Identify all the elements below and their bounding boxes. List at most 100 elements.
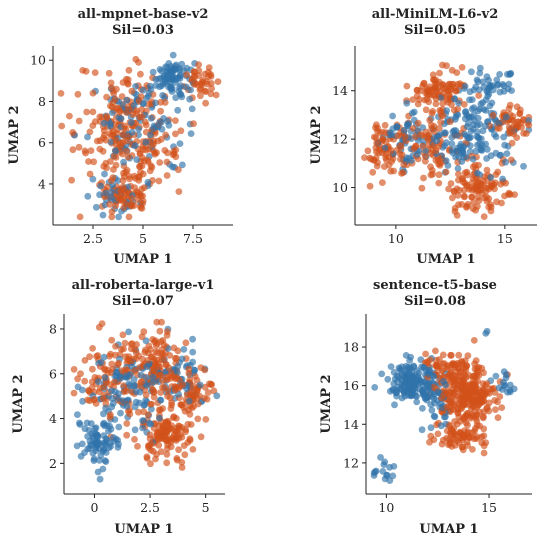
scatter-point-orange <box>417 131 425 139</box>
scatter-point-blue <box>85 427 93 434</box>
scatter-point-orange <box>442 168 450 176</box>
scatter-point-orange <box>141 118 149 126</box>
scatter-point-orange <box>464 352 472 359</box>
scatter-point-orange <box>131 366 139 374</box>
scatter-point-orange <box>480 432 488 440</box>
scatter-points <box>361 61 533 221</box>
y-tick-label: 14 <box>332 83 348 98</box>
scatter-point-blue <box>448 146 456 154</box>
x-tick-label: 5 <box>202 500 210 515</box>
scatter-point-blue <box>459 147 467 155</box>
scatter-point-orange <box>166 352 174 359</box>
scatter-point-blue <box>155 75 163 83</box>
scatter-point-orange <box>133 107 141 115</box>
y-axis-label: UMAP 2 <box>309 105 324 164</box>
scatter-point-orange <box>182 339 190 347</box>
scatter-point-blue <box>147 86 155 93</box>
scatter-point-orange <box>88 378 96 386</box>
scatter-point-orange <box>427 171 435 179</box>
scatter-point-orange <box>86 170 94 178</box>
scatter-point-orange <box>201 394 208 402</box>
scatter-point-orange <box>207 90 215 98</box>
scatter-point-blue <box>430 373 437 380</box>
scatter-point-orange <box>480 392 488 400</box>
y-tick-label: 10 <box>30 53 46 68</box>
scatter-point-orange <box>428 110 436 117</box>
scatter-point-orange <box>181 451 189 459</box>
scatter-point-orange <box>124 76 132 84</box>
scatter-point-orange <box>373 139 381 147</box>
scatter-point-orange <box>370 133 378 141</box>
scatter-point-blue <box>108 188 115 196</box>
scatter-point-orange <box>214 78 222 85</box>
scatter-point-orange <box>132 55 140 63</box>
scatter-point-orange <box>454 368 461 376</box>
scatter-point-orange <box>124 103 132 111</box>
scatter-point-orange <box>507 156 515 164</box>
scatter-point-blue <box>131 426 139 434</box>
scatter-point-blue <box>413 367 421 374</box>
scatter-point-blue <box>388 131 395 139</box>
scatter-point-blue <box>427 424 435 432</box>
x-tick-label: 0 <box>90 500 98 515</box>
scatter-point-blue <box>136 388 144 396</box>
scatter-point-orange <box>139 197 147 205</box>
scatter-point-blue <box>189 358 197 366</box>
scatter-point-orange <box>58 122 66 130</box>
scatter-point-orange <box>137 70 144 78</box>
scatter-point-blue <box>188 105 196 113</box>
scatter-point-orange <box>111 95 119 103</box>
scatter-point-blue <box>149 379 157 386</box>
y-ticks: 4 6 8 10 <box>30 53 53 191</box>
scatter-point-orange <box>414 100 422 108</box>
scatter-point-blue <box>96 191 103 199</box>
scatter-point-blue <box>153 123 161 131</box>
scatter-point-blue <box>107 442 114 450</box>
scatter-point-orange <box>162 131 170 139</box>
scatter-point-orange <box>449 80 457 88</box>
scatter-point-orange <box>183 71 191 79</box>
scatter-point-blue <box>468 68 475 76</box>
scatter-point-orange <box>444 87 451 95</box>
scatter-point-orange <box>491 397 498 404</box>
scatter-point-orange <box>454 192 462 199</box>
scatter-point-orange <box>202 99 210 107</box>
scatter-point-blue <box>133 156 141 164</box>
scatter-point-blue <box>76 419 83 427</box>
scatter-point-orange <box>155 441 163 449</box>
scatter-point-orange <box>364 147 372 155</box>
scatter-point-blue <box>110 434 117 441</box>
scatter-point-orange <box>197 433 205 441</box>
y-tick-label: 6 <box>38 135 46 150</box>
scatter-point-orange <box>128 87 136 95</box>
scatter-point-orange <box>186 435 194 443</box>
scatter-point-orange <box>142 391 150 399</box>
scatter-point-blue <box>506 386 514 394</box>
scatter-point-orange <box>107 79 115 87</box>
scatter-point-blue <box>442 413 449 421</box>
scatter-point-blue <box>89 175 97 183</box>
scatter-point-orange <box>503 118 511 126</box>
scatter-point-orange <box>400 161 408 169</box>
scatter-point-blue <box>152 99 160 107</box>
scatter-point-orange <box>489 111 497 119</box>
scatter-point-orange <box>119 131 127 138</box>
scatter-point-orange <box>492 406 499 413</box>
scatter-point-orange <box>157 371 164 379</box>
panel-subtitle: Sil=0.05 <box>404 23 466 38</box>
scatter-point-orange <box>472 425 479 432</box>
scatter-point-orange <box>463 203 471 210</box>
scatter-point-orange <box>432 76 440 84</box>
y-tick-label: 4 <box>38 176 46 191</box>
scatter-point-blue <box>130 102 138 109</box>
scatter-point-orange <box>93 353 100 360</box>
scatter-point-orange <box>170 344 178 352</box>
scatter-point-blue <box>147 114 155 122</box>
scatter-point-blue <box>409 109 416 117</box>
scatter-point-orange <box>443 363 451 371</box>
scatter-point-orange <box>120 204 128 212</box>
scatter-point-blue <box>505 80 513 88</box>
y-axis-label: UMAP 2 <box>11 374 26 433</box>
scatter-point-blue <box>428 406 436 414</box>
scatter-point-blue <box>130 376 138 383</box>
